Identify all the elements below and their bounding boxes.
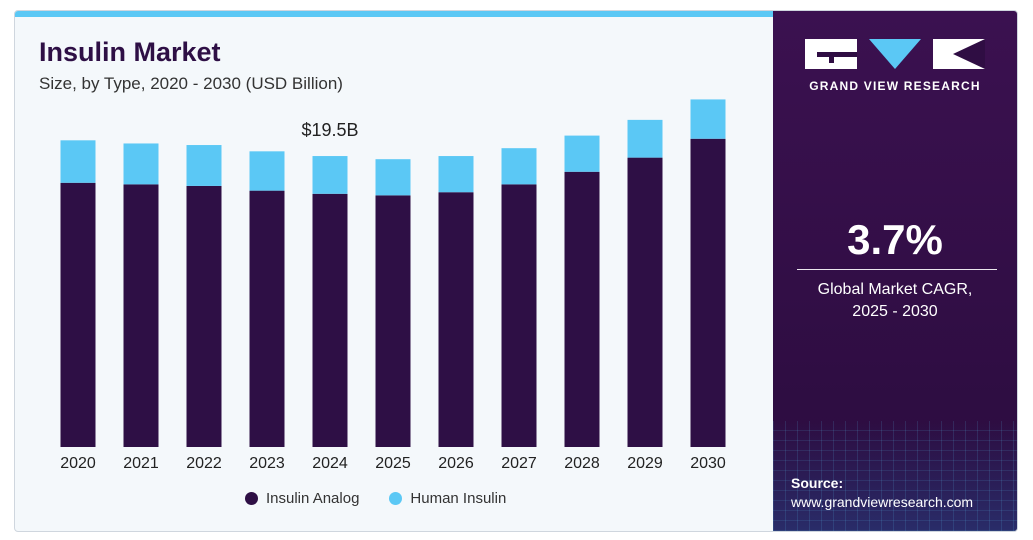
chart-subtitle: Size, by Type, 2020 - 2030 (USD Billion) [39, 74, 343, 93]
x-tick-label-2020: 2020 [60, 455, 96, 472]
bar-insulin-analog-2027 [501, 184, 537, 447]
gvr-logo-icon [805, 39, 985, 69]
brand-logo [773, 39, 1017, 84]
x-tick-label-2027: 2027 [501, 455, 537, 472]
bar-human-insulin-2023 [249, 151, 285, 191]
bar-human-insulin-2021 [123, 143, 159, 185]
legend-label-human-insulin: Human Insulin [410, 490, 507, 507]
bar-insulin-analog-2021 [123, 184, 159, 447]
bar-insulin-analog-2025 [375, 195, 411, 447]
source-url[interactable]: www.grandviewresearch.com [791, 494, 974, 510]
x-tick-label-2024: 2024 [312, 455, 348, 472]
cagr-divider [797, 269, 997, 270]
x-tick-label-2025: 2025 [375, 455, 411, 472]
brand-name: GRAND VIEW RESEARCH [809, 79, 981, 93]
value-annotation: $19.5B [301, 120, 358, 140]
legend-label-insulin-analog: Insulin Analog [266, 490, 360, 507]
cagr-label: Global Market CAGR, 2025 - 2030 [793, 279, 997, 323]
bar-insulin-analog-2029 [627, 157, 663, 448]
bar-human-insulin-2027 [501, 148, 537, 185]
bar-human-insulin-2020 [60, 140, 96, 183]
bar-human-insulin-2030 [690, 99, 726, 139]
x-tick-label-2022: 2022 [186, 455, 222, 472]
bar-human-insulin-2024 [312, 156, 348, 194]
bar-chart: 2020 2021 2022 2023 2024 $19.5B 2025 2026 2027 20… [60, 99, 726, 472]
bar-human-insulin-2025 [375, 159, 411, 196]
bar-insulin-analog-2023 [249, 190, 285, 448]
legend-swatch-insulin-analog [245, 492, 258, 505]
legend-item-insulin-analog: Insulin Analog [245, 490, 359, 507]
chart-title: Insulin Market [39, 37, 221, 67]
chart-panel: Insulin Market Size, by Type, 2020 - 203… [15, 11, 773, 531]
cagr-value: 3.7% [847, 216, 943, 263]
bar-human-insulin-2026 [438, 156, 474, 193]
x-tick-label-2026: 2026 [438, 455, 474, 472]
x-tick-label-2029: 2029 [627, 455, 663, 472]
cagr-label-line1: Global Market CAGR, [817, 281, 973, 298]
x-tick-label-2030: 2030 [690, 455, 726, 472]
x-tick-label-2028: 2028 [564, 455, 600, 472]
bar-insulin-analog-2030 [690, 138, 726, 447]
legend-swatch-human-insulin [389, 492, 403, 505]
accent-bar [15, 11, 773, 17]
x-tick-label-2021: 2021 [123, 455, 159, 472]
source-label: Source: [791, 475, 844, 491]
bar-human-insulin-2029 [627, 119, 663, 158]
decorative-grid [773, 421, 1017, 531]
chart-legend: Insulin Analog Human Insulin [245, 490, 506, 507]
bar-human-insulin-2022 [186, 145, 222, 186]
bar-insulin-analog-2024 [312, 193, 348, 447]
bar-insulin-analog-2020 [60, 182, 96, 448]
legend-item-human-insulin: Human Insulin [389, 490, 506, 507]
bar-insulin-analog-2028 [564, 171, 600, 448]
x-tick-label-2023: 2023 [249, 455, 285, 472]
infographic-card: Insulin Market Size, by Type, 2020 - 203… [14, 10, 1018, 532]
bar-insulin-analog-2026 [438, 192, 474, 447]
cagr-label-line2: 2025 - 2030 [852, 303, 938, 320]
bar-human-insulin-2028 [564, 135, 600, 172]
sidebar-panel: GRAND VIEW RESEARCH 3.7% Global Market C… [773, 11, 1017, 531]
bar-insulin-analog-2022 [186, 185, 222, 447]
